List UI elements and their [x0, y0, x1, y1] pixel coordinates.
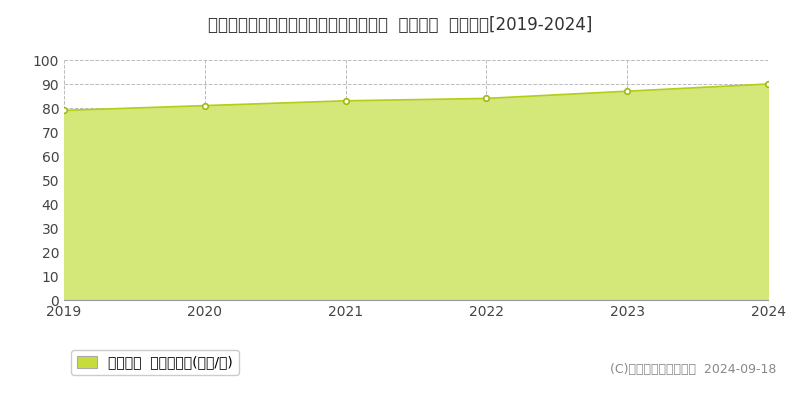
Legend: 公示地価  平均坪単価(万円/坪): 公示地価 平均坪単価(万円/坪): [71, 350, 238, 375]
Text: (C)土地価格ドットコム  2024-09-18: (C)土地価格ドットコム 2024-09-18: [610, 363, 776, 376]
Text: 兵庫県西宮市上甲子園４丁目１２０番２  公示地価  地価推移[2019-2024]: 兵庫県西宮市上甲子園４丁目１２０番２ 公示地価 地価推移[2019-2024]: [208, 16, 592, 34]
